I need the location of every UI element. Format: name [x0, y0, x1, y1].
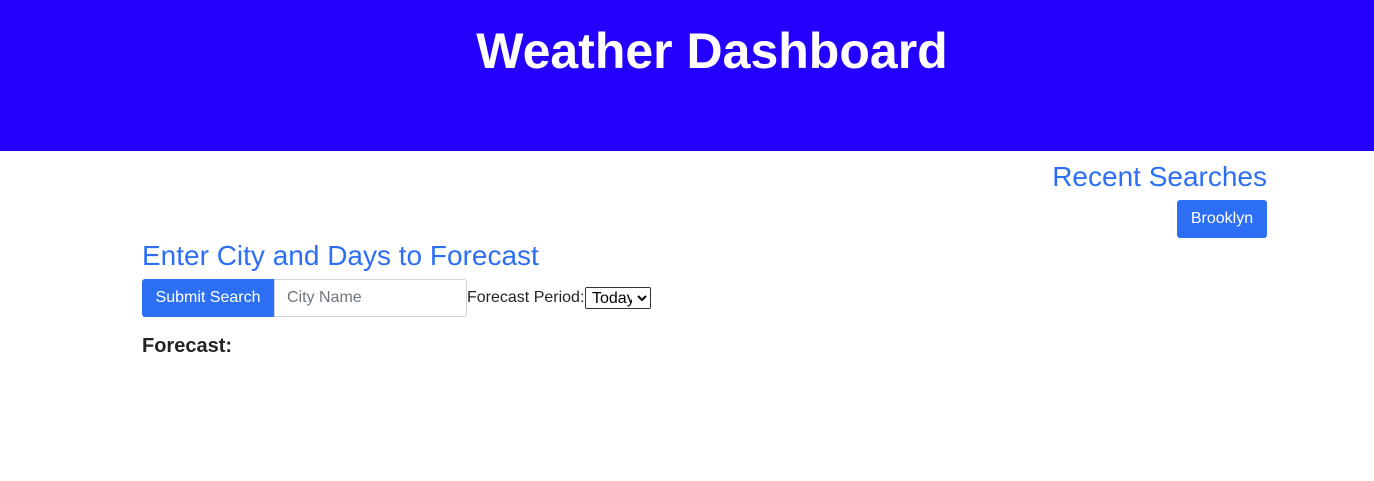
forecast-period-select[interactable]: Today: [585, 287, 651, 309]
submit-search-button[interactable]: Submit Search: [142, 279, 274, 317]
city-name-input[interactable]: [274, 279, 467, 317]
recent-searches-title: Recent Searches: [1052, 161, 1267, 192]
forecast-period-label: Forecast Period:: [467, 289, 585, 306]
recent-search-button-brooklyn[interactable]: Brooklyn: [1177, 200, 1267, 238]
forecast-heading: Forecast:: [142, 335, 233, 357]
page-title: Weather Dashboard: [476, 23, 948, 79]
search-form-title: Enter City and Days to Forecast: [142, 240, 539, 271]
header-banner: Weather Dashboard: [0, 0, 1374, 151]
